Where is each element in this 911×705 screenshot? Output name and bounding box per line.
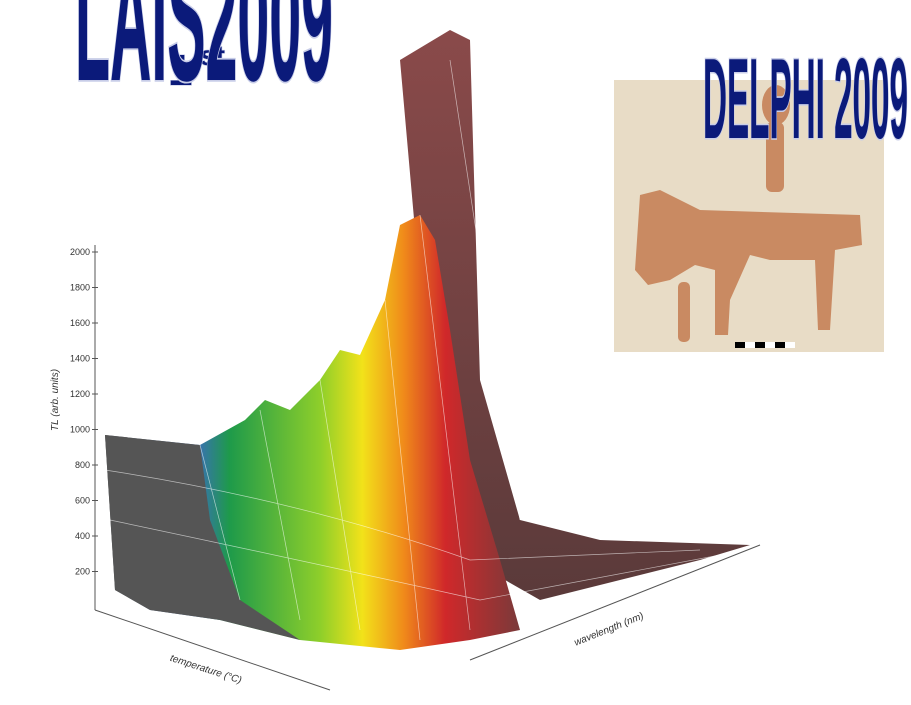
x-axis-label: temperature (°C) — [169, 653, 243, 687]
y-tick-label: 400 — [75, 531, 90, 541]
y-axis-label: TL (arb. units) — [50, 369, 61, 431]
y-tick-label: 800 — [75, 460, 90, 470]
y-tick-label: 2000 — [70, 247, 90, 257]
y-tick-label: 1200 — [70, 389, 90, 399]
y-tick-label: 1800 — [70, 283, 90, 293]
y-tick-label: 600 — [75, 496, 90, 506]
y-tick-label: 200 — [75, 567, 90, 577]
y-tick-label: 1000 — [70, 425, 90, 435]
z-axis-label: wavelength (nm) — [573, 611, 646, 649]
y-tick-label: 1600 — [70, 318, 90, 328]
scale-bar — [735, 342, 795, 348]
footer-title: DELPHI 2009 — [703, 36, 908, 163]
poster: 200 400 600 800 1000 1200 1400 1600 1800 2000 TL … — [0, 0, 911, 705]
y-tick-label: 1400 — [70, 354, 90, 364]
header-title: LAIS2009 — [75, 0, 333, 119]
